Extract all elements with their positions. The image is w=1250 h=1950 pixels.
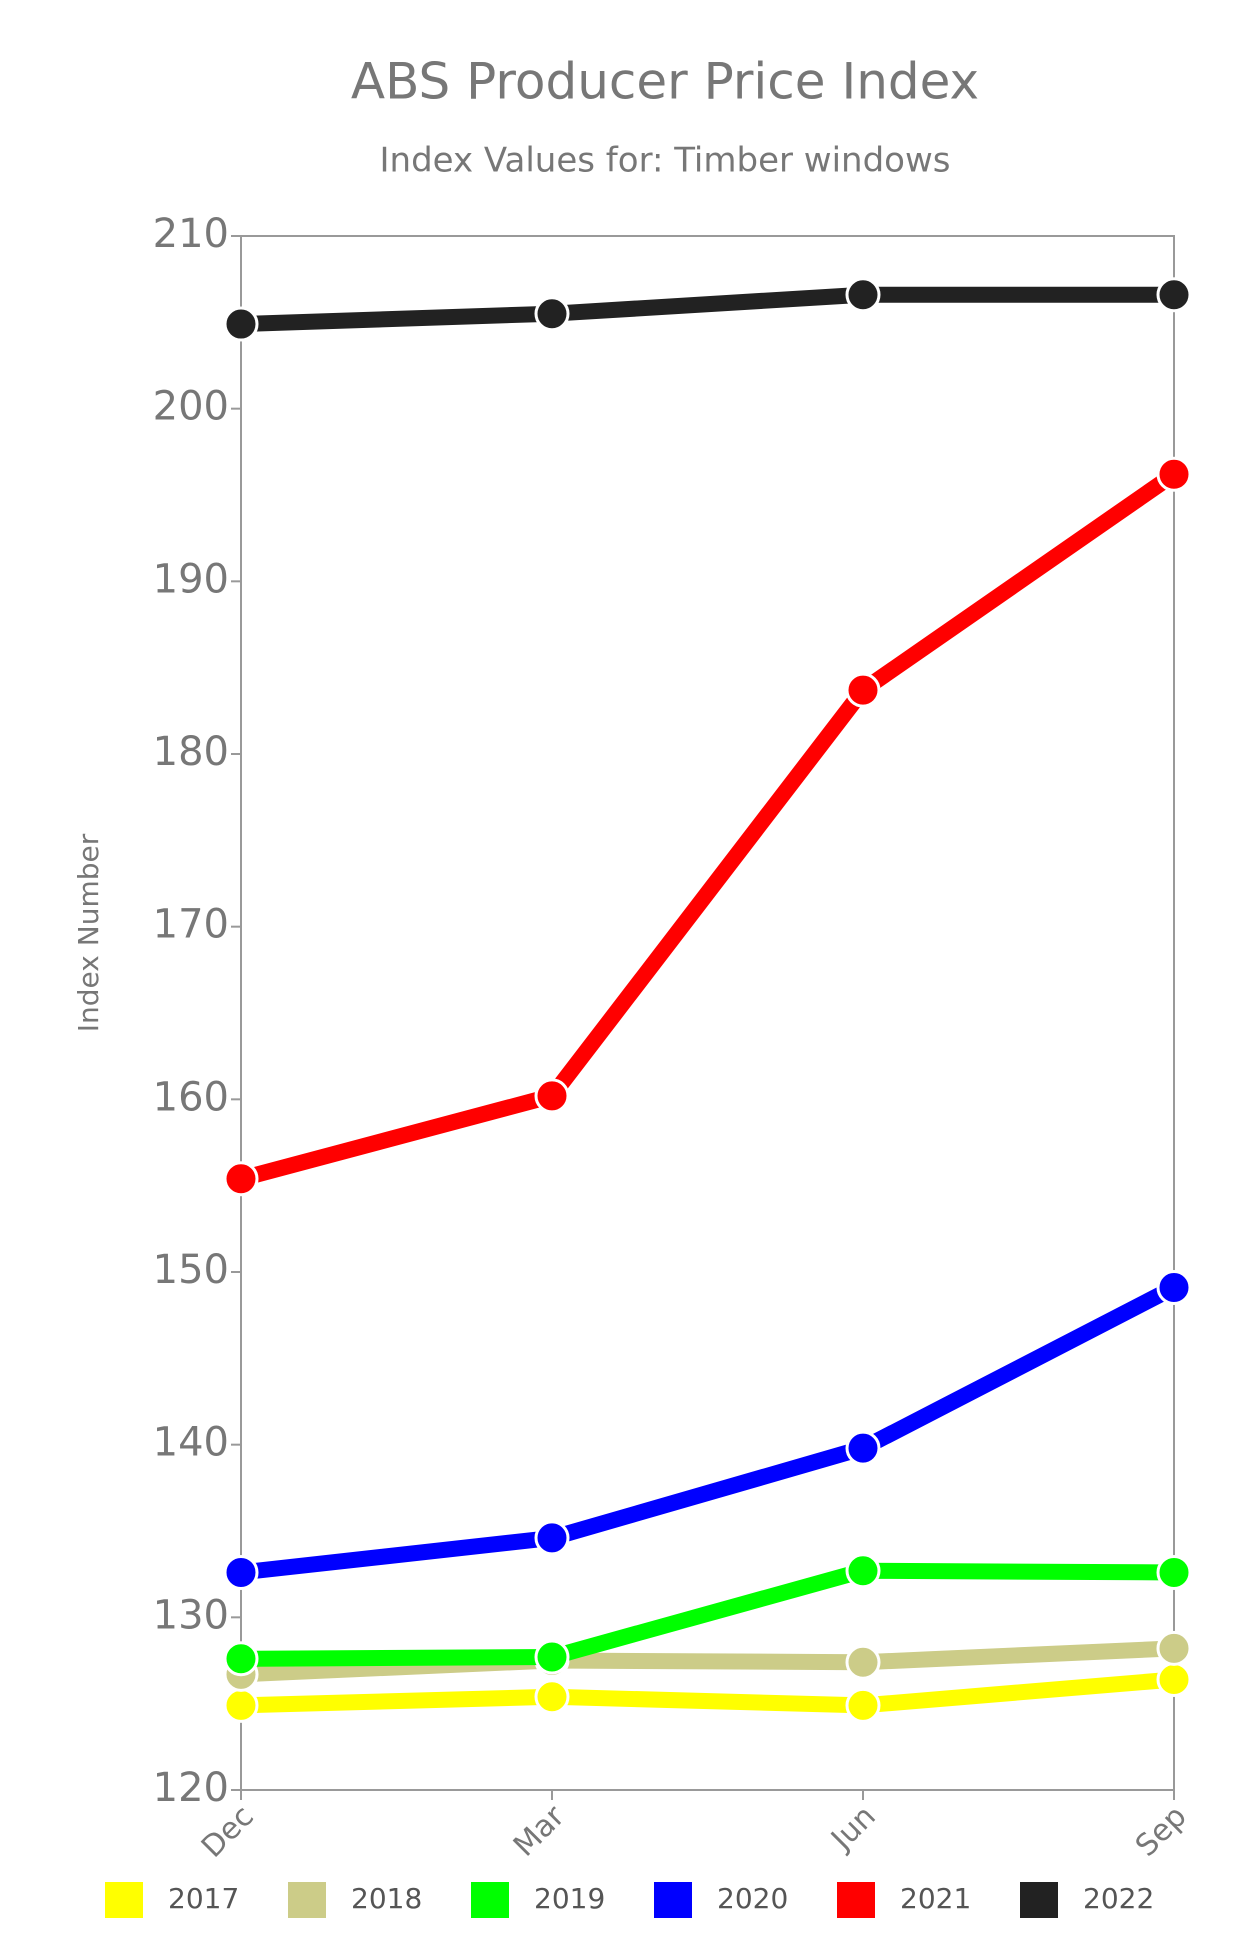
legend-swatch — [654, 1882, 692, 1918]
point — [223, 306, 259, 342]
point — [1156, 277, 1192, 313]
y-axis-label: Index Number — [72, 833, 105, 1032]
point — [534, 1639, 570, 1675]
y-tick-label: 210 — [153, 211, 229, 257]
point — [223, 1161, 259, 1197]
point — [845, 672, 881, 708]
y-tick-label: 130 — [153, 1592, 229, 1638]
legend-swatch — [837, 1882, 875, 1918]
y-tick-label: 160 — [153, 1074, 229, 1120]
line — [240, 1671, 1175, 1714]
line — [240, 286, 1174, 333]
point — [534, 1679, 570, 1715]
legend-swatch — [105, 1882, 143, 1918]
point — [1156, 1661, 1192, 1697]
x-tick-label: Sep — [1129, 1799, 1194, 1864]
point — [1156, 1270, 1192, 1306]
point — [534, 1078, 570, 1114]
line — [238, 467, 1179, 1187]
line — [240, 1562, 1175, 1667]
y-tick-label: 180 — [153, 729, 229, 775]
legend-label: 2020 — [717, 1882, 788, 1915]
y-tick-label: 150 — [153, 1247, 229, 1293]
plot-frame — [240, 235, 1175, 1791]
point — [223, 1554, 259, 1590]
legend-label: 2017 — [168, 1882, 239, 1915]
point — [845, 277, 881, 313]
point — [845, 1430, 881, 1466]
legend-label: 2018 — [351, 1882, 422, 1915]
legend-swatch — [471, 1882, 509, 1918]
legend-label: 2019 — [534, 1882, 605, 1915]
x-tick-label: Jun — [823, 1799, 882, 1858]
point — [845, 1553, 881, 1589]
chart-title: ABS Producer Price Index — [351, 53, 979, 111]
point — [223, 1641, 259, 1677]
point — [845, 1644, 881, 1680]
point — [1156, 456, 1192, 492]
legend-swatch — [288, 1882, 326, 1918]
y-tick-label: 140 — [153, 1420, 229, 1466]
point — [534, 1520, 570, 1556]
legend-swatch — [1020, 1882, 1058, 1918]
y-tick-label: 200 — [153, 384, 229, 430]
chart-subtitle: Index Values for: Timber windows — [380, 141, 951, 181]
line — [240, 1640, 1175, 1683]
y-tick-label: 120 — [153, 1765, 229, 1811]
x-tick-label: Mar — [507, 1798, 572, 1863]
line — [240, 1280, 1178, 1581]
y-tick-label: 190 — [153, 556, 229, 602]
point — [223, 1687, 259, 1723]
legend-label: 2022 — [1083, 1882, 1154, 1915]
point — [845, 1687, 881, 1723]
legend-label: 2021 — [900, 1882, 971, 1915]
point — [1156, 1554, 1192, 1590]
y-tick-label: 170 — [153, 902, 229, 948]
point — [534, 296, 570, 332]
point — [1156, 1630, 1192, 1666]
